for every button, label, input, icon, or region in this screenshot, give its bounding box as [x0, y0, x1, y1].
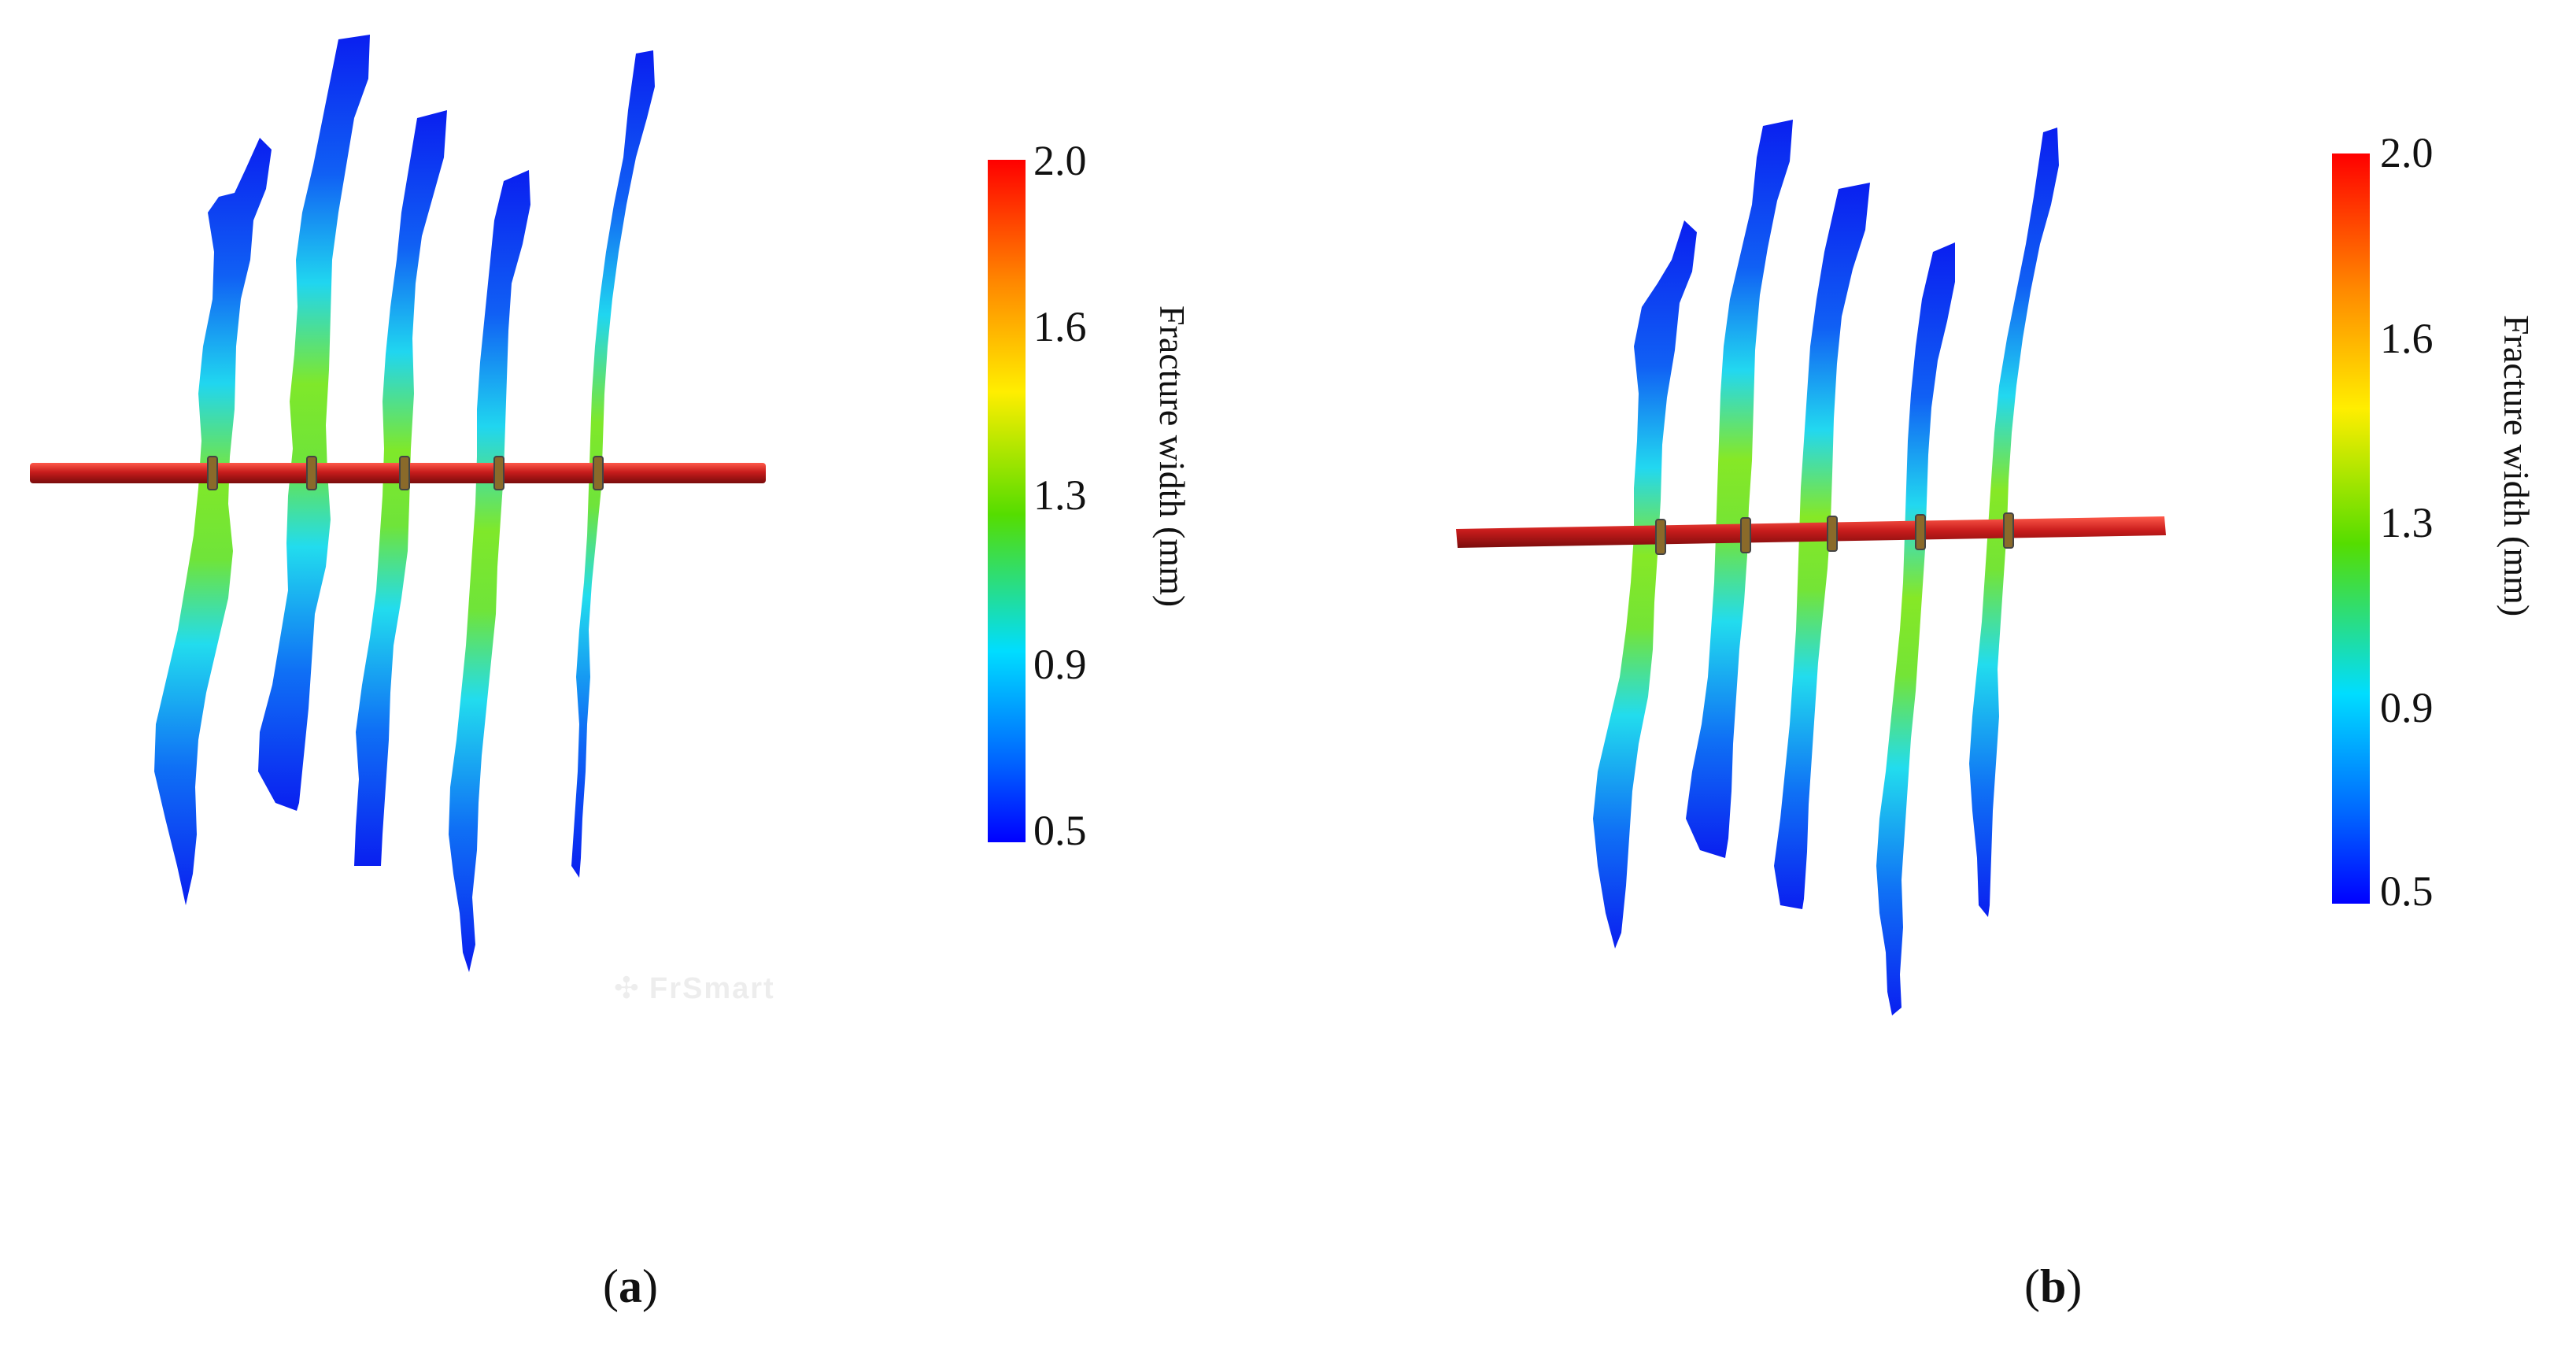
fracture-network-b [1593, 120, 2059, 1015]
fracture-a-1 [154, 138, 272, 905]
colorbar-tick-a-1-6: 1.6 [1033, 303, 1087, 350]
panel-label-b: (b) [2024, 1260, 2083, 1312]
perforation-b-3 [1827, 516, 1838, 552]
colorbar-tick-b-0-5: 0.5 [2380, 867, 2434, 915]
colorbar-tick-a-0-9: 0.9 [1033, 641, 1087, 688]
colorbar-tick-b-0-9: 0.9 [2380, 684, 2434, 731]
fracture-b-2 [1686, 120, 1793, 858]
perforation-a-3 [399, 456, 410, 490]
perforation-b-5 [2003, 512, 2014, 549]
panel-label-b-letter: b [2039, 1260, 2067, 1312]
panel-label-a: (a) [603, 1260, 658, 1312]
colorbar-title-b: Fracture width (mm) [2497, 315, 2537, 616]
wellbore-pipe-b [1456, 516, 2166, 548]
colorbar-tick-a-0-5: 0.5 [1033, 807, 1087, 854]
wellbore-pipe-a [30, 463, 766, 483]
watermark-text-a: FrSmart [649, 972, 775, 1005]
colorbar-title-a: Fracture width (mm) [1152, 305, 1192, 607]
fracture-a-4 [449, 170, 530, 972]
colorbar-tick-a-1-3: 1.3 [1033, 472, 1087, 519]
perforation-a-1 [207, 456, 218, 490]
fracture-a-5 [571, 50, 655, 878]
fracture-b-4 [1876, 242, 1955, 1015]
fracture-b-1 [1593, 220, 1697, 949]
panel-b: 2.0 1.6 1.3 0.9 0.5 Fracture width (mm) [1456, 120, 2537, 1015]
colorbar-b: 2.0 1.6 1.3 0.9 0.5 Fracture width (mm) [2332, 129, 2537, 915]
colorbar-tick-a-2-0: 2.0 [1033, 137, 1087, 184]
fracture-b-3 [1774, 183, 1870, 909]
fracture-a-2 [258, 35, 370, 811]
wellbore-a [30, 456, 766, 490]
perforation-b-2 [1740, 517, 1751, 553]
perforation-a-4 [493, 456, 504, 490]
colorbar-a: 2.0 1.6 1.3 0.9 0.5 Fracture width (mm) [988, 137, 1192, 854]
colorbar-tick-b-1-3: 1.3 [2380, 499, 2434, 546]
perforation-b-1 [1655, 519, 1666, 555]
perforation-a-5 [593, 456, 604, 490]
perforation-clusters-a [207, 456, 604, 490]
watermark-a: ✣ FrSmart [614, 972, 775, 1005]
fracture-network-a [154, 35, 655, 972]
colorbar-gradient-a [988, 160, 1026, 842]
perforation-a-2 [306, 456, 317, 490]
watermark-logo-icon: ✣ [614, 972, 641, 1005]
panel-label-a-letter: a [618, 1260, 642, 1312]
colorbar-gradient-b [2332, 153, 2370, 904]
perforation-b-4 [1915, 514, 1926, 550]
fracture-b-5 [1969, 128, 2059, 917]
panel-a: ✣ FrSmart 2.0 1.6 1.3 0.9 0.5 Fracture w… [30, 35, 1192, 1005]
colorbar-tick-b-1-6: 1.6 [2380, 315, 2434, 362]
wellbore-b [1456, 512, 2166, 555]
perforation-clusters-b [1655, 512, 2014, 555]
colorbar-tick-b-2-0: 2.0 [2380, 129, 2434, 176]
